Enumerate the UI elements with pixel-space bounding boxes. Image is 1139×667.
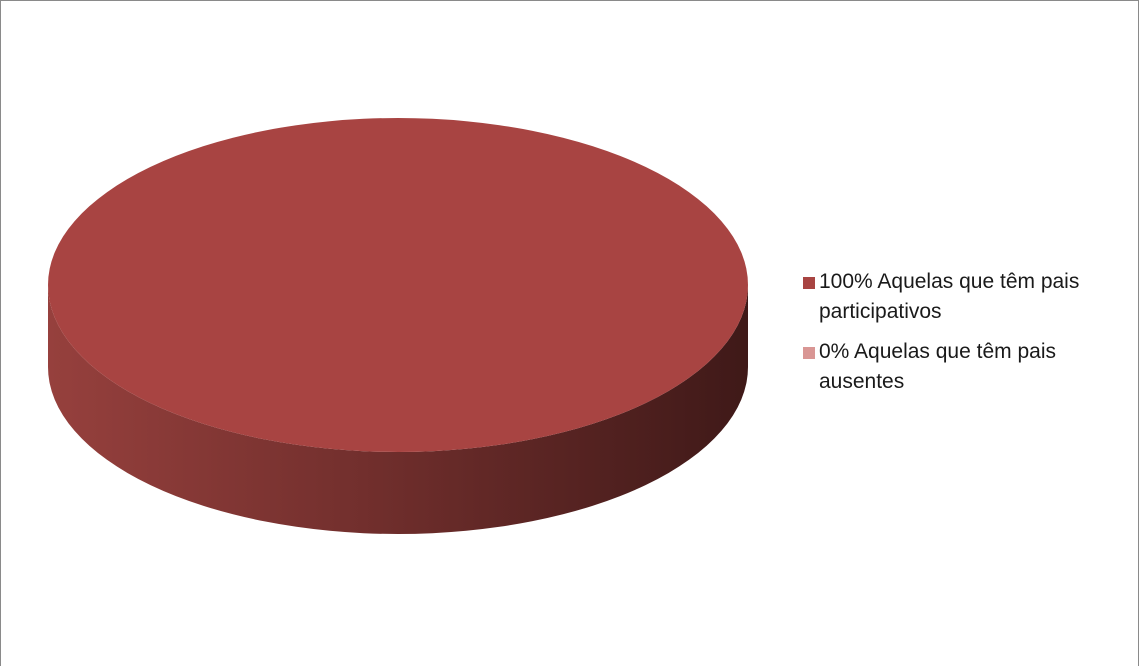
- legend-swatch-participativos: [803, 277, 815, 289]
- pie-side-wall: [48, 285, 748, 534]
- legend-swatch-ausentes: [803, 347, 815, 359]
- legend-item-ausentes: 0% Aquelas que têm pais ausentes: [801, 337, 1131, 397]
- legend-label-participativos: 100% Aquelas que têm pais participativos: [819, 270, 1080, 323]
- pie-slice-0: [48, 118, 748, 452]
- legend: 100% Aquelas que têm pais participativos…: [801, 267, 1131, 407]
- legend-item-participativos: 100% Aquelas que têm pais participativos: [801, 267, 1131, 327]
- pie-slices: [48, 118, 748, 534]
- legend-label-ausentes: 0% Aquelas que têm pais ausentes: [819, 340, 1056, 393]
